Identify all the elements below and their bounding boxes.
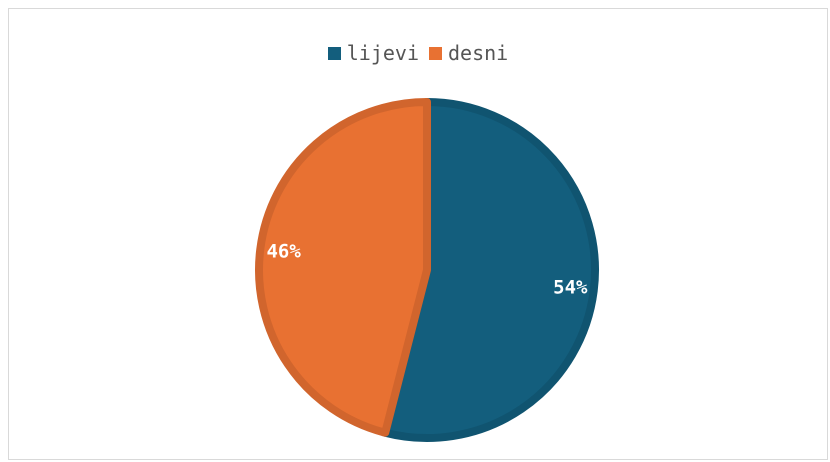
data-label-desni: 46% <box>266 240 301 262</box>
legend-swatch-lijevi <box>327 46 341 60</box>
chart-frame: lijevi desni 54% 46% <box>8 8 828 460</box>
legend-label-lijevi: lijevi <box>346 41 420 65</box>
data-label-lijevi: 54% <box>553 277 588 299</box>
legend-item-desni[interactable]: desni <box>429 43 508 63</box>
legend-swatch-desni <box>429 46 443 60</box>
pie-chart: 54% 46% <box>255 98 599 442</box>
pie-slice-lijevi[interactable] <box>381 98 599 442</box>
legend-label-desni: desni <box>448 41 509 65</box>
legend: lijevi desni <box>9 43 827 63</box>
legend-item-lijevi[interactable]: lijevi <box>327 41 420 65</box>
pie-slice-desni[interactable] <box>255 98 431 437</box>
